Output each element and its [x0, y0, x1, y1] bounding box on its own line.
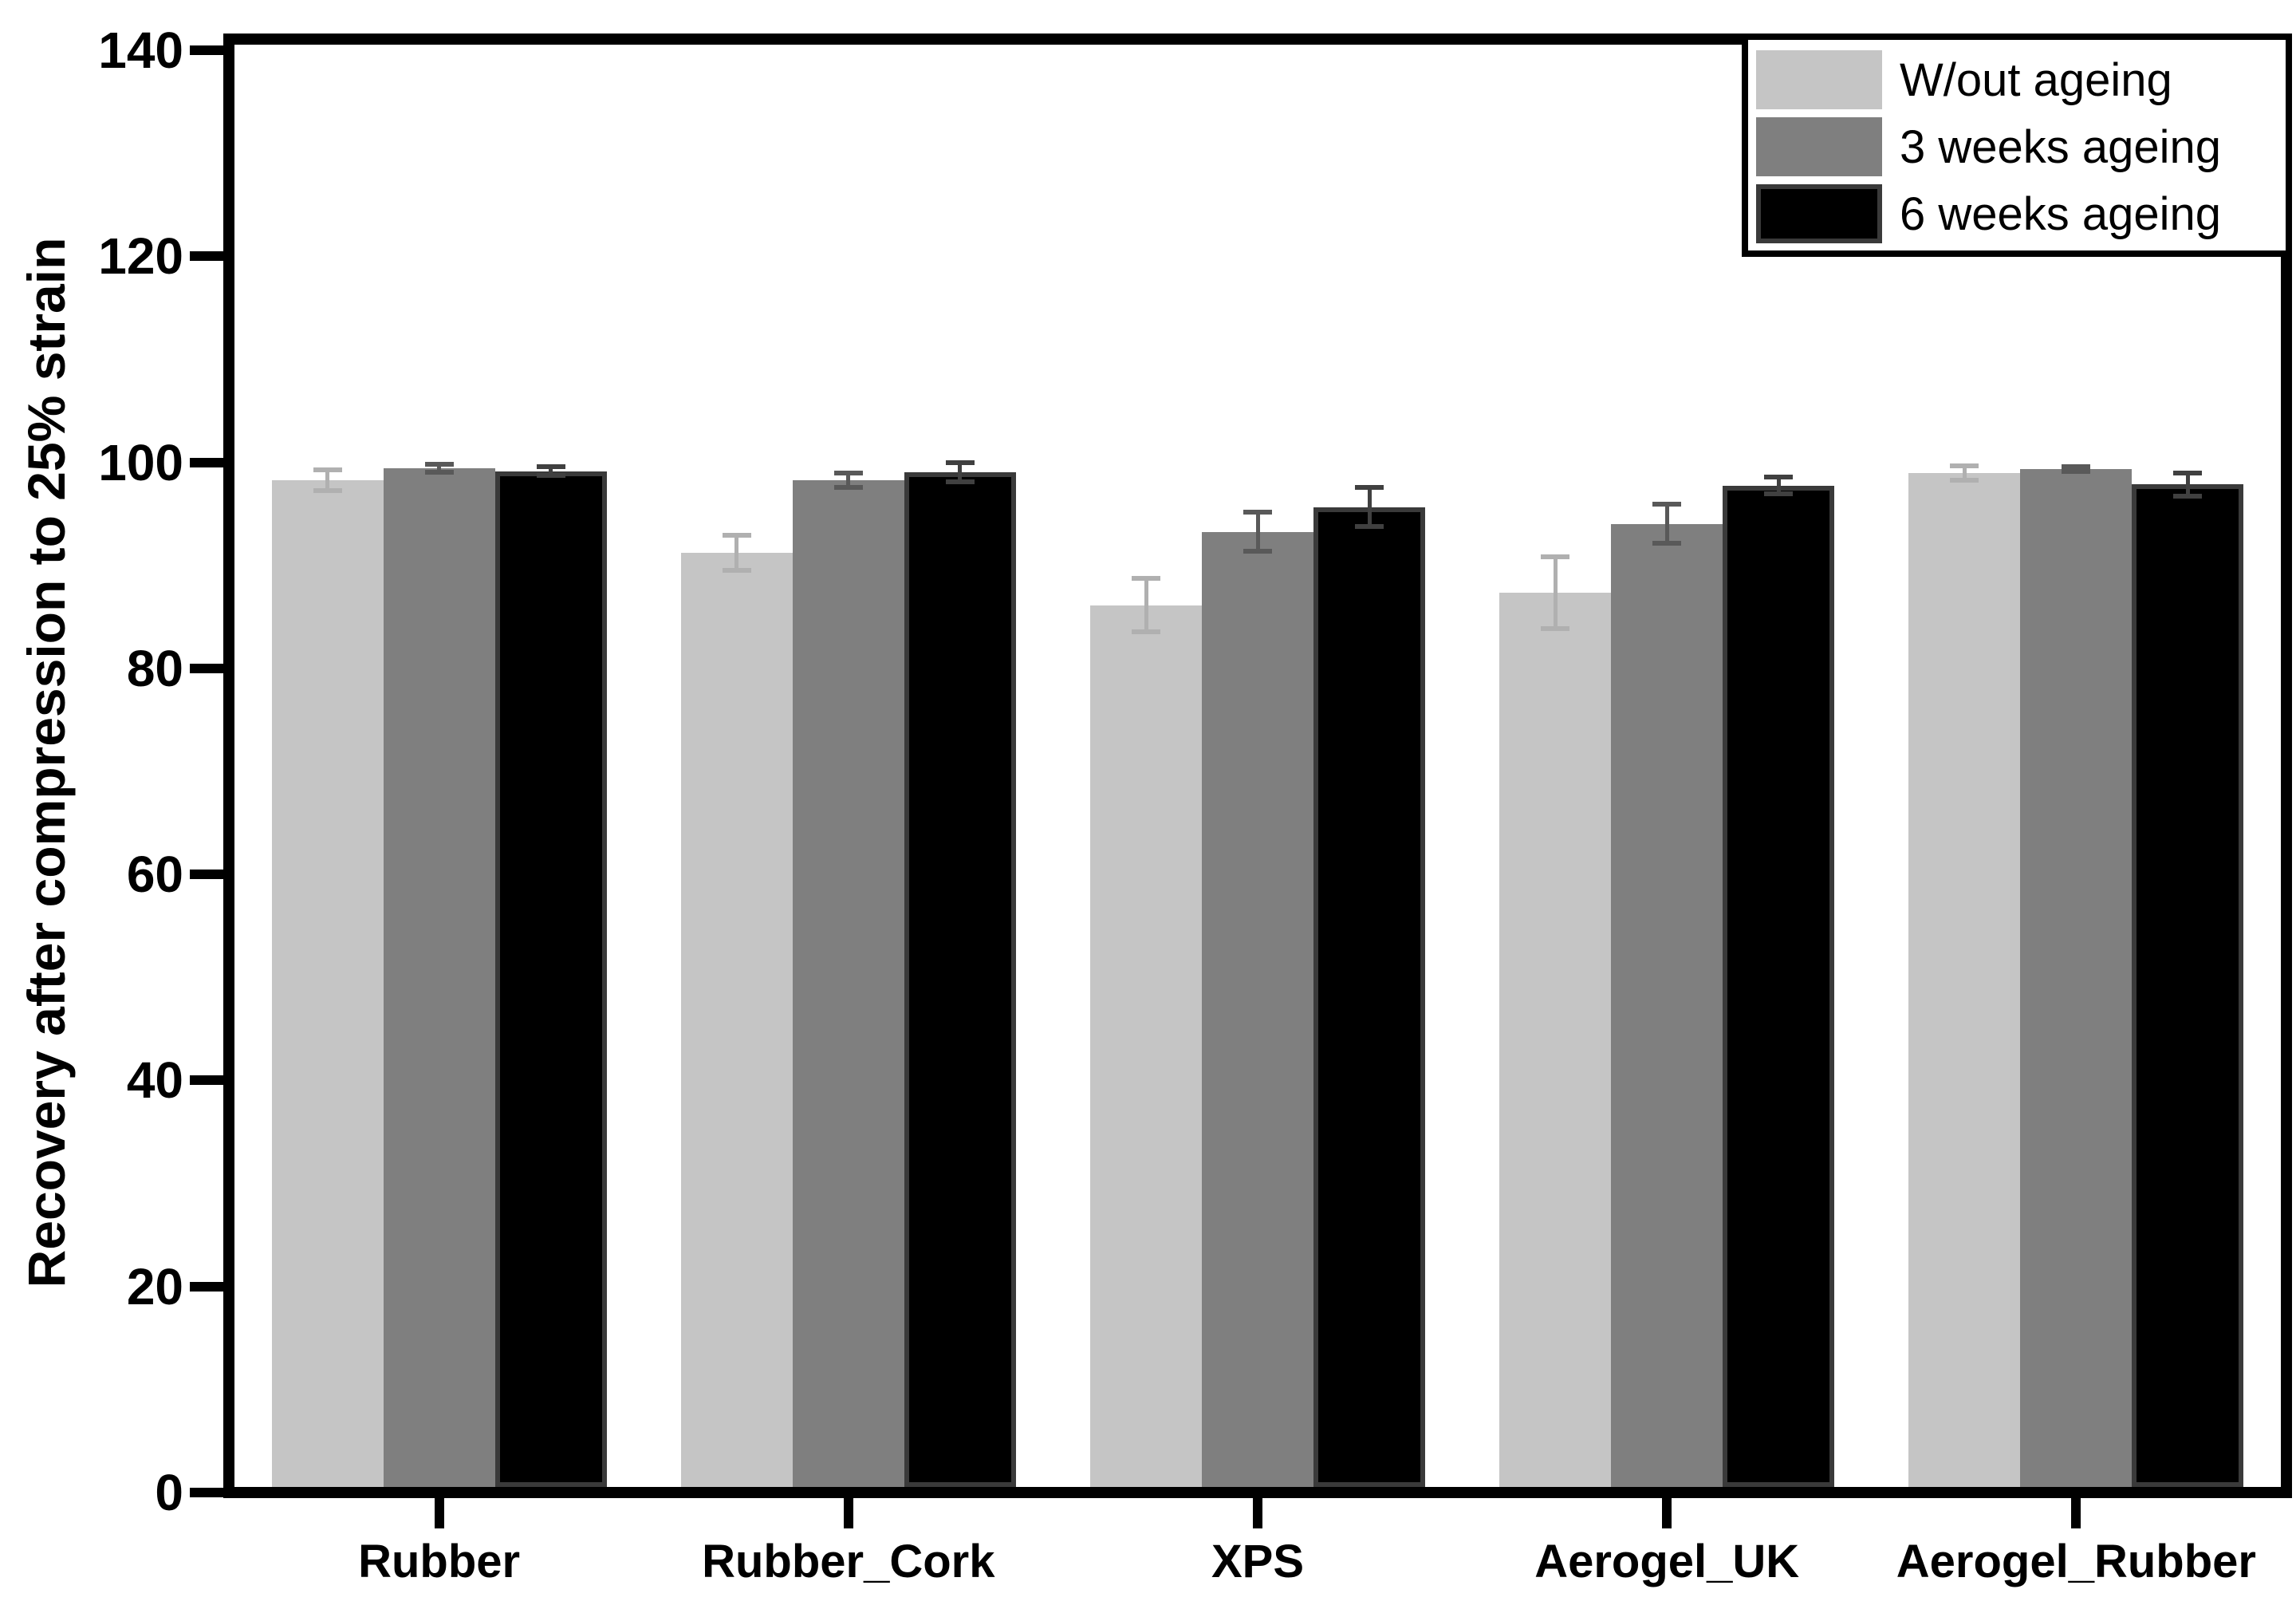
y-tick-label: 40	[126, 1051, 183, 1110]
error-bar-cap	[1950, 463, 1979, 469]
legend-item: W/out ageing	[1756, 46, 2286, 113]
x-category-label: Aerogel_Rubber	[1896, 1536, 2256, 1587]
y-tick-label: 100	[98, 433, 183, 491]
error-bar-cap	[2173, 493, 2203, 499]
error-bar-stem	[846, 473, 851, 488]
error-bar-cap	[313, 467, 342, 473]
y-tick-mark	[190, 45, 223, 55]
legend-label: 3 weeks ageing	[1900, 120, 2222, 173]
error-bar-stem	[734, 534, 739, 570]
error-bar-cap	[1243, 510, 1272, 515]
y-tick-label: 140	[98, 22, 183, 79]
legend-item: 3 weeks ageing	[1756, 113, 2286, 180]
error-bar-cap	[833, 471, 863, 476]
y-tick-mark	[190, 1488, 223, 1497]
error-bar-cap	[722, 532, 751, 538]
error-bar-cap	[1132, 629, 1160, 635]
bar-6-weeks-ageing-rubber	[494, 471, 607, 1487]
error-bar-cap	[1132, 575, 1160, 581]
legend-label: 6 weeks ageing	[1900, 187, 2222, 240]
error-bar-stem	[437, 463, 442, 472]
y-tick-mark	[190, 1075, 223, 1086]
bar-w-out-ageing-aerogel_uk	[1499, 593, 1612, 1487]
bar-w-out-ageing-aerogel_rubber	[1908, 473, 2021, 1487]
error-bar-cap	[2062, 464, 2091, 470]
y-tick-label: 80	[126, 639, 183, 697]
error-bar-cap	[1541, 626, 1570, 632]
error-bar-stem	[325, 470, 330, 491]
error-bar-stem	[958, 463, 963, 482]
bar-w-out-ageing-xps	[1090, 605, 1202, 1487]
error-bar-cap	[313, 488, 342, 494]
x-tick-mark	[434, 1498, 444, 1528]
bar-6-weeks-ageing-aerogel_uk	[1723, 485, 1835, 1487]
error-bar-cap	[1355, 524, 1384, 530]
error-bar-cap	[536, 463, 565, 469]
error-bar-stem	[1962, 466, 1967, 481]
legend-swatch-light-gray	[1756, 50, 1882, 109]
bar-3-weeks-ageing-rubber_cork	[792, 480, 904, 1487]
bar-6-weeks-ageing-rubber_cork	[904, 471, 1016, 1487]
y-tick-label: 20	[126, 1257, 183, 1315]
x-category-label: Rubber	[358, 1536, 521, 1587]
bar-3-weeks-ageing-aerogel_rubber	[2020, 469, 2133, 1487]
y-tick-label: 120	[98, 227, 183, 286]
legend-label: W/out ageing	[1900, 53, 2172, 106]
error-bar-cap	[1243, 549, 1272, 554]
legend: W/out ageing 3 weeks ageing 6 weeks ageing	[1742, 34, 2292, 257]
error-bar-cap	[945, 479, 975, 484]
y-tick-mark	[190, 870, 223, 880]
error-bar-cap	[1652, 541, 1682, 546]
error-bar-cap	[1950, 478, 1979, 483]
error-bar-cap	[536, 473, 565, 479]
y-tick-mark	[190, 1281, 223, 1292]
legend-item: 6 weeks ageing	[1756, 180, 2286, 247]
error-bar-cap	[1355, 485, 1384, 491]
error-bar-cap	[2173, 471, 2203, 476]
error-bar-stem	[1255, 512, 1260, 552]
bar-6-weeks-ageing-xps	[1313, 507, 1425, 1487]
error-bar-cap	[833, 485, 863, 491]
error-bar-stem	[1367, 487, 1372, 527]
error-bar-cap	[1764, 491, 1794, 497]
error-bar-cap	[1652, 501, 1682, 507]
error-bar-cap	[424, 469, 454, 475]
bar-w-out-ageing-rubber_cork	[680, 552, 793, 1487]
error-bar-cap	[945, 460, 975, 466]
plot-area	[234, 45, 2281, 1487]
y-axis-title: Recovery after compression to 25% strain	[17, 237, 76, 1288]
bar-w-out-ageing-rubber	[271, 480, 384, 1487]
bar-3-weeks-ageing-aerogel_uk	[1611, 523, 1723, 1487]
y-tick-mark	[190, 251, 223, 262]
error-bar-stem	[1144, 578, 1148, 633]
error-bar-stem	[1664, 503, 1669, 544]
error-bar-cap	[424, 461, 454, 467]
bar-6-weeks-ageing-aerogel_rubber	[2132, 484, 2244, 1487]
error-bar-cap	[1541, 554, 1570, 559]
y-tick-mark	[190, 457, 223, 467]
y-tick-label: 0	[155, 1464, 183, 1521]
y-tick-label: 60	[126, 846, 183, 904]
error-bar-stem	[2185, 473, 2190, 496]
x-tick-mark	[1253, 1498, 1262, 1528]
legend-swatch-gray	[1756, 117, 1882, 176]
error-bar-cap	[1764, 475, 1794, 480]
error-bar-stem	[1776, 477, 1781, 495]
error-bar-cap	[2062, 468, 2091, 474]
x-category-label: Rubber_Cork	[702, 1536, 995, 1587]
y-tick-mark	[190, 663, 223, 673]
error-bar-cap	[722, 567, 751, 573]
bar-3-weeks-ageing-rubber	[383, 467, 495, 1487]
bar-3-weeks-ageing-xps	[1202, 531, 1313, 1487]
x-tick-mark	[843, 1498, 853, 1528]
x-category-label: XPS	[1211, 1536, 1305, 1587]
error-bar-stem	[549, 466, 553, 476]
x-category-label: Aerogel_UK	[1534, 1536, 1800, 1587]
x-tick-mark	[1662, 1498, 1672, 1528]
legend-swatch-black	[1756, 184, 1882, 243]
error-bar-stem	[1553, 556, 1558, 629]
x-tick-mark	[2071, 1498, 2081, 1528]
